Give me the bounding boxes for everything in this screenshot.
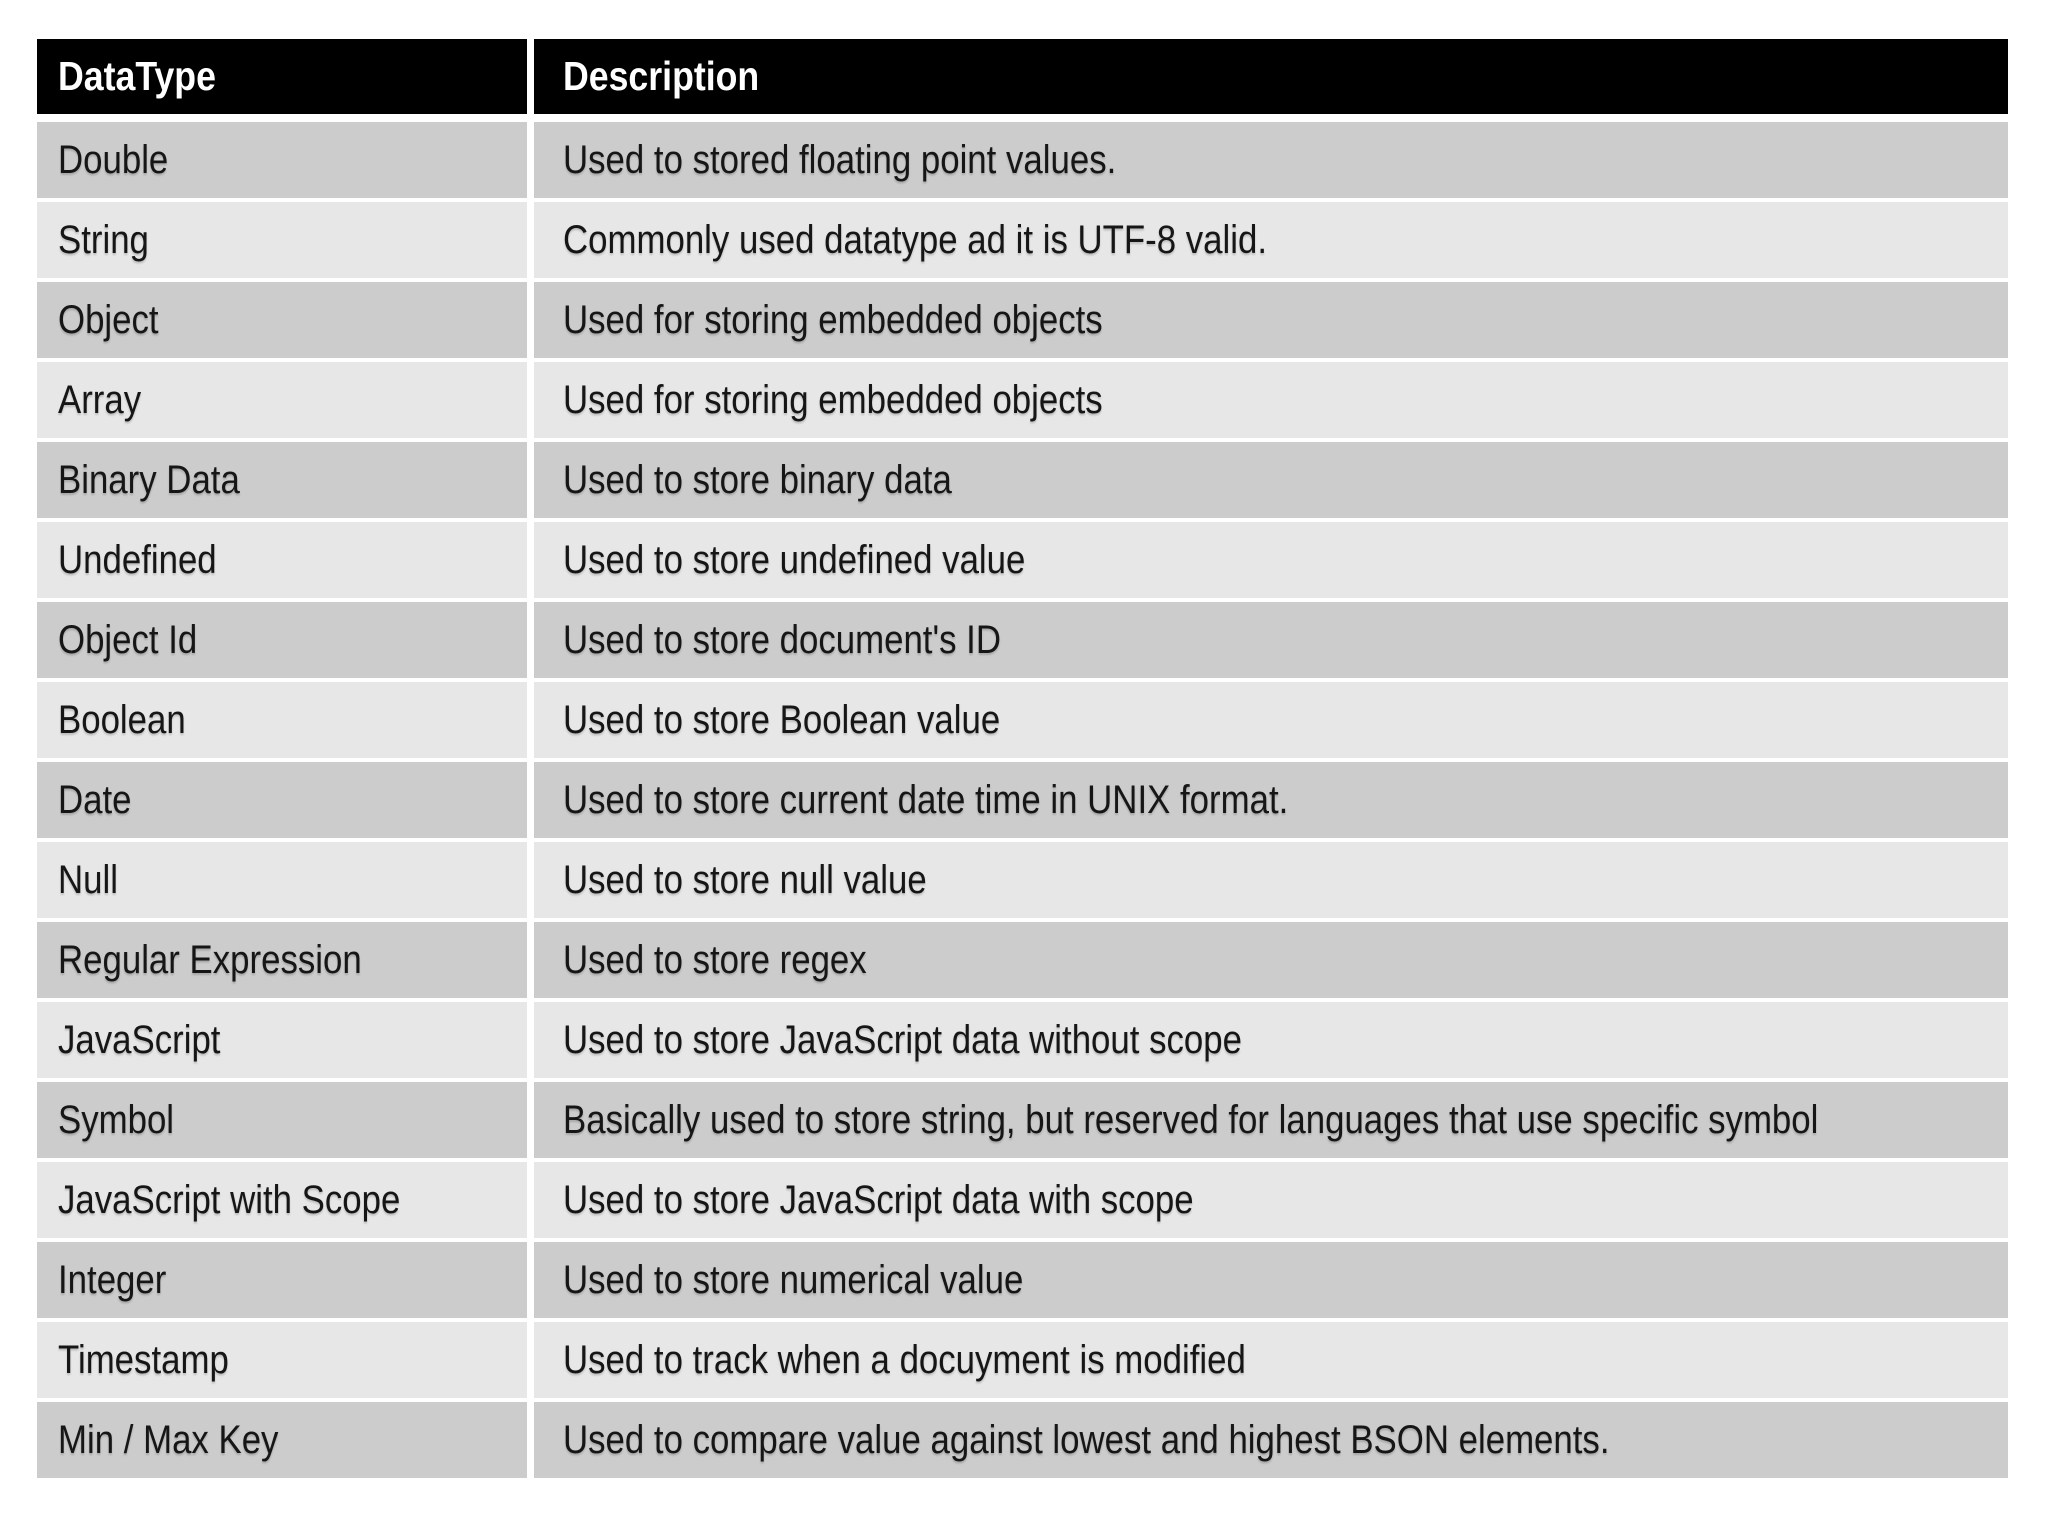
description-cell: Basically used to store string, but rese… (534, 1082, 2008, 1158)
description-value: Used to store JavaScript data without sc… (563, 1017, 1242, 1062)
datatype-value: Object Id (58, 617, 198, 662)
description-cell: Used for storing embedded objects (534, 282, 2008, 358)
datatype-cell: Binary Data (37, 442, 527, 518)
table-row: Double Used to stored floating point val… (37, 122, 2008, 198)
description-cell: Used to store Boolean value (534, 682, 2008, 758)
table-row: Binary Data Used to store binary data (37, 442, 2008, 518)
description-cell: Used for storing embedded objects (534, 362, 2008, 438)
column-header-description: Description (534, 39, 2008, 114)
datatype-value: Boolean (58, 697, 186, 742)
description-cell: Commonly used datatype ad it is UTF-8 va… (534, 202, 2008, 278)
datatype-value: Integer (58, 1257, 167, 1302)
datatype-cell: Array (37, 362, 527, 438)
datatype-cell: Object (37, 282, 527, 358)
datatype-value: Symbol (58, 1097, 175, 1142)
datatype-value: Date (58, 777, 132, 822)
datatype-value: JavaScript with Scope (58, 1177, 401, 1222)
description-cell: Used to stored floating point values. (534, 122, 2008, 198)
description-cell: Used to store JavaScript data with scope (534, 1162, 2008, 1238)
description-value: Basically used to store string, but rese… (563, 1097, 1819, 1142)
description-cell: Used to store undefined value (534, 522, 2008, 598)
table-row: Symbol Basically used to store string, b… (37, 1082, 2008, 1158)
datatype-cell: Regular Expression (37, 922, 527, 998)
description-cell: Used to store numerical value (534, 1242, 2008, 1318)
datatype-value: JavaScript (58, 1017, 221, 1062)
datatype-value: Binary Data (58, 457, 240, 502)
datatype-cell: Undefined (37, 522, 527, 598)
description-value: Used for storing embedded objects (563, 297, 1103, 342)
table-row: Object Id Used to store document's ID (37, 602, 2008, 678)
table-header-row: DataType Description (37, 39, 2008, 114)
description-cell: Used to store regex (534, 922, 2008, 998)
datatype-value: Undefined (58, 537, 217, 582)
description-value: Used to track when a docuyment is modifi… (563, 1337, 1246, 1382)
table-row: Null Used to store null value (37, 842, 2008, 918)
datatype-value: Double (58, 137, 169, 182)
table-row: JavaScript Used to store JavaScript data… (37, 1002, 2008, 1078)
datatype-value: Timestamp (58, 1337, 229, 1382)
datatypes-table: DataType Description Double Used to stor… (37, 39, 2008, 1482)
datatype-cell: Boolean (37, 682, 527, 758)
description-cell: Used to store binary data (534, 442, 2008, 518)
description-value: Used to store binary data (563, 457, 952, 502)
description-value: Used to store regex (563, 937, 867, 982)
table-row: String Commonly used datatype ad it is U… (37, 202, 2008, 278)
description-value: Used to store document's ID (563, 617, 1001, 662)
table-row: Undefined Used to store undefined value (37, 522, 2008, 598)
datatype-value: Min / Max Key (58, 1417, 279, 1462)
description-cell: Used to compare value against lowest and… (534, 1402, 2008, 1478)
datatype-cell: Date (37, 762, 527, 838)
description-cell: Used to store null value (534, 842, 2008, 918)
column-header-datatype: DataType (37, 39, 527, 114)
datatype-cell: Object Id (37, 602, 527, 678)
table-row: Boolean Used to store Boolean value (37, 682, 2008, 758)
description-cell: Used to track when a docuyment is modifi… (534, 1322, 2008, 1398)
description-value: Used to store JavaScript data with scope (563, 1177, 1194, 1222)
datatype-value: Array (58, 377, 142, 422)
datatype-value: Null (58, 857, 118, 902)
datatype-value: Object (58, 297, 159, 342)
description-value: Used to store null value (563, 857, 927, 902)
table-row: JavaScript with Scope Used to store Java… (37, 1162, 2008, 1238)
description-cell: Used to store current date time in UNIX … (534, 762, 2008, 838)
datatype-cell: String (37, 202, 527, 278)
datatype-cell: Min / Max Key (37, 1402, 527, 1478)
table-row: Min / Max Key Used to compare value agai… (37, 1402, 2008, 1478)
column-header-datatype-label: DataType (58, 53, 216, 99)
datatype-cell: Symbol (37, 1082, 527, 1158)
table-row: Date Used to store current date time in … (37, 762, 2008, 838)
datatype-cell: Timestamp (37, 1322, 527, 1398)
datatype-cell: JavaScript (37, 1002, 527, 1078)
description-cell: Used to store document's ID (534, 602, 2008, 678)
table-row: Object Used for storing embedded objects (37, 282, 2008, 358)
table-row: Regular Expression Used to store regex (37, 922, 2008, 998)
description-value: Used to store undefined value (563, 537, 1026, 582)
description-value: Used to store current date time in UNIX … (563, 777, 1289, 822)
description-cell: Used to store JavaScript data without sc… (534, 1002, 2008, 1078)
table-row: Timestamp Used to track when a docuyment… (37, 1322, 2008, 1398)
datatype-value: String (58, 217, 149, 262)
description-value: Used to store Boolean value (563, 697, 1001, 742)
table-row: Array Used for storing embedded objects (37, 362, 2008, 438)
description-value: Used for storing embedded objects (563, 377, 1103, 422)
datatype-cell: Integer (37, 1242, 527, 1318)
datatype-cell: JavaScript with Scope (37, 1162, 527, 1238)
description-value: Commonly used datatype ad it is UTF-8 va… (563, 217, 1268, 262)
datatype-cell: Null (37, 842, 527, 918)
description-value: Used to store numerical value (563, 1257, 1024, 1302)
datatype-value: Regular Expression (58, 937, 362, 982)
description-value: Used to stored floating point values. (563, 137, 1117, 182)
table-row: Integer Used to store numerical value (37, 1242, 2008, 1318)
datatype-cell: Double (37, 122, 527, 198)
column-header-description-label: Description (563, 53, 760, 99)
description-value: Used to compare value against lowest and… (563, 1417, 1610, 1462)
